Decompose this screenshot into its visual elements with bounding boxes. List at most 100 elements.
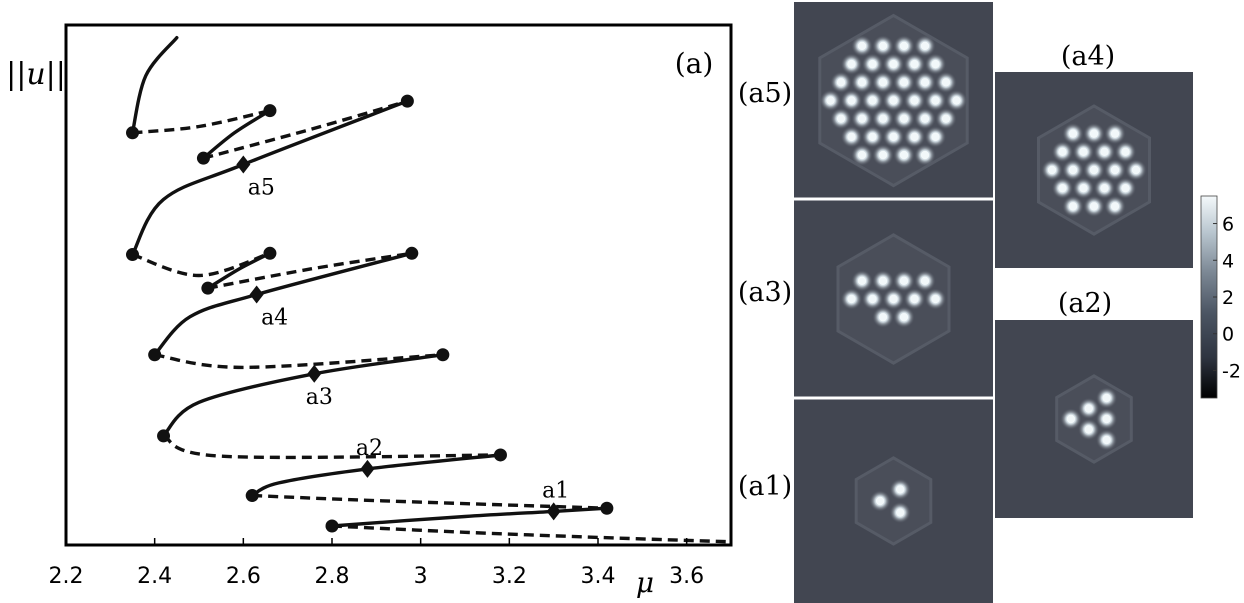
soliton-spot-core [878,41,888,51]
colorbar-tick-label: 6 [1222,214,1234,236]
stable-branch-a4 [153,251,414,357]
unstable-branch-a3 [162,434,501,460]
stable-branch-a3 [161,353,445,438]
soliton-spot-core [1110,129,1120,138]
soliton-spot-core [1068,165,1078,175]
soliton-spot-core [920,78,930,87]
fold-point [148,348,162,362]
inset-label-a3: (a3) [738,277,792,308]
soliton-spot-core [941,114,951,123]
soliton-spot-core [899,41,909,51]
x-tick-label: 2.8 [315,564,350,589]
soliton-spot-core [847,59,856,69]
soliton-spot-core [857,78,867,87]
inset-a4 [995,72,1193,268]
inset-label-a4: (a4) [1061,41,1115,72]
soliton-spot-core [895,508,905,517]
soliton-spot-core [1102,435,1111,445]
soliton-spot-core [1079,147,1088,157]
soliton-spot-core [1110,202,1120,211]
stable-branch-a5 [130,99,410,257]
soliton-spot-core [1102,393,1111,403]
soliton-spot-core [1102,414,1111,424]
soliton-spot-core [920,276,930,286]
soliton-spot-core [920,114,930,123]
unstable-branch-a1 [331,524,732,544]
profile-insets [794,2,1193,603]
fold-point [157,429,171,443]
fold-point [263,246,277,260]
marker-label-a2: a2 [356,436,383,461]
bifurcation-plot: a1 a2 a3 a4 a5 2.2 2.4 2.6 2.8 3 3.2 3.4 3.6 (a) ||… [6,23,733,599]
soliton-spot-core [875,496,885,506]
soliton-spot-core [1089,165,1099,175]
soliton-spot-core [878,312,888,322]
stable-branch-a1 [330,506,609,528]
fold-point [600,501,614,515]
soliton-spot-core [878,276,888,286]
soliton-spot-core [910,96,919,105]
soliton-spot-core [1066,414,1076,424]
fold-point [325,519,339,533]
colorbar-tick-label: 4 [1222,250,1234,272]
soliton-spot-core [1058,183,1067,193]
soliton-spot-core [868,96,877,105]
branch-curves [130,36,732,544]
unstable-branch-a4 [154,353,443,370]
x-tick-label: 3.4 [581,564,616,589]
soliton-spot-core [889,59,898,69]
inset-a3 [794,200,993,398]
stable-branch-a5-inner [201,108,272,160]
soliton-spot-core [1079,183,1088,193]
soliton-spot-core [878,78,888,87]
soliton-spot-core [889,132,898,142]
marker-label-a5: a5 [248,176,275,201]
soliton-spot-core [889,294,898,304]
fold-point [436,348,450,362]
fold-point [405,246,419,260]
solution-marker-a2 [360,459,375,478]
soliton-spot-core [1110,165,1120,175]
fold-point [196,151,210,165]
fold-point [201,281,215,295]
colorbar-tick-label: 0 [1222,324,1234,346]
soliton-spot-core [1068,202,1078,211]
inset-a1 [794,399,993,603]
fold-point [245,489,259,503]
marker-label-a1: a1 [542,478,569,503]
soliton-spot-core [878,150,888,160]
inset-label-a2: (a2) [1058,288,1112,319]
colorbar: 6 4 2 0 -2 [1200,195,1241,399]
soliton-spot-core [878,114,888,123]
colorbar-ticks: 6 4 2 0 -2 [1213,214,1241,382]
x-axis-label: μ [636,566,654,599]
x-axis-ticks: 2.2 2.4 2.6 2.8 3 3.2 3.4 3.6 [49,538,704,589]
soliton-spot-core [931,59,940,69]
soliton-spot-core [847,96,856,105]
inset-a5 [794,2,993,199]
soliton-spot-core [826,96,835,105]
soliton-spot-core [1089,202,1099,211]
soliton-spot-core [868,59,877,69]
colorbar-tick-label: -2 [1222,360,1241,382]
fold-point [126,248,139,262]
fold-point [126,126,139,140]
soliton-spot-core [910,59,919,69]
inset-halo [854,456,933,546]
solution-marker-a3 [307,364,322,383]
solution-marker-a1 [546,502,561,521]
soliton-spot-core [847,294,856,304]
soliton-spot-core [931,294,940,304]
unstable-branch-a5-inner [202,99,408,160]
soliton-spot-core [868,132,877,142]
soliton-spot-core [1089,129,1099,138]
soliton-spot-core [1100,147,1109,157]
soliton-spot-core [899,78,909,87]
soliton-spot-core [847,132,856,142]
soliton-spot-core [931,96,940,105]
soliton-spot-core [1121,183,1130,193]
unstable-branch-top [132,108,271,135]
unstable-branch-a2 [252,493,607,510]
soliton-spot-core [899,312,909,322]
stable-branch-a2 [250,453,503,498]
